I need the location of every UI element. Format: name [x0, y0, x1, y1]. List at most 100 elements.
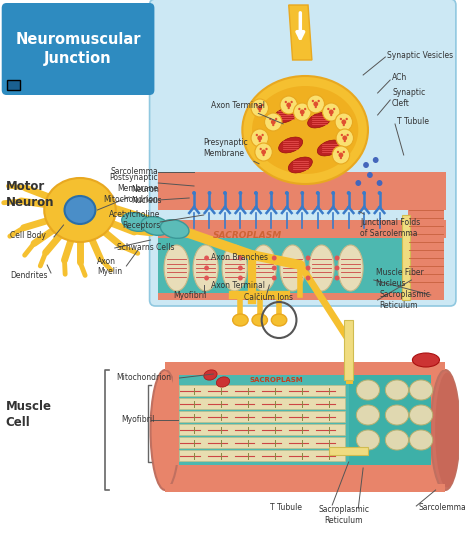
Circle shape	[257, 106, 262, 111]
Bar	[179, 450, 345, 461]
Circle shape	[331, 191, 335, 195]
Ellipse shape	[412, 353, 439, 367]
Circle shape	[373, 157, 379, 163]
Circle shape	[238, 191, 242, 195]
Text: Neuron
Nucleus: Neuron Nucleus	[131, 185, 162, 205]
Circle shape	[269, 118, 272, 120]
Circle shape	[338, 152, 343, 157]
Circle shape	[337, 151, 339, 153]
Ellipse shape	[410, 430, 433, 450]
Circle shape	[251, 129, 268, 147]
Circle shape	[291, 101, 293, 103]
Bar	[179, 437, 345, 448]
Text: Postsynaptic
Membrane: Postsynaptic Membrane	[109, 173, 158, 193]
Ellipse shape	[122, 213, 150, 231]
Circle shape	[341, 134, 343, 136]
Text: Cell Body: Cell Body	[10, 231, 46, 239]
Circle shape	[340, 118, 342, 120]
Circle shape	[272, 265, 277, 271]
Bar	[158, 238, 408, 295]
Bar	[165, 484, 445, 492]
Ellipse shape	[280, 245, 305, 291]
Ellipse shape	[64, 196, 95, 224]
Circle shape	[265, 148, 268, 150]
Circle shape	[271, 119, 276, 124]
Text: SACROPLASM: SACROPLASM	[212, 231, 282, 239]
Ellipse shape	[271, 314, 287, 326]
Ellipse shape	[274, 107, 298, 123]
Circle shape	[238, 265, 243, 271]
Ellipse shape	[338, 245, 363, 291]
Circle shape	[223, 191, 227, 195]
Circle shape	[346, 118, 348, 120]
Circle shape	[264, 113, 282, 131]
Bar	[329, 447, 368, 455]
Circle shape	[318, 100, 320, 102]
Circle shape	[362, 191, 366, 195]
Circle shape	[327, 108, 329, 110]
Circle shape	[238, 255, 243, 260]
Text: Mitochondrion: Mitochondrion	[103, 196, 158, 204]
Circle shape	[342, 135, 347, 140]
Circle shape	[343, 124, 345, 126]
Bar	[344, 320, 354, 380]
FancyBboxPatch shape	[150, 0, 456, 306]
FancyBboxPatch shape	[2, 3, 155, 95]
Circle shape	[306, 265, 310, 271]
Text: Presynaptic
Membrane: Presynaptic Membrane	[204, 138, 259, 164]
Circle shape	[367, 172, 373, 178]
Text: Acetylcholine
Receptors: Acetylcholine Receptors	[109, 210, 160, 230]
Polygon shape	[289, 5, 312, 60]
Circle shape	[238, 276, 243, 281]
Circle shape	[344, 140, 346, 142]
Circle shape	[254, 191, 258, 195]
Circle shape	[346, 191, 351, 195]
Ellipse shape	[279, 137, 303, 153]
Circle shape	[298, 108, 301, 110]
Circle shape	[259, 140, 261, 142]
FancyBboxPatch shape	[7, 80, 20, 90]
Circle shape	[329, 110, 334, 115]
Ellipse shape	[160, 220, 189, 238]
Bar	[349, 375, 431, 465]
Circle shape	[288, 107, 290, 109]
Circle shape	[330, 114, 332, 116]
Ellipse shape	[252, 314, 267, 326]
Circle shape	[255, 143, 272, 161]
Text: Axon Terminal: Axon Terminal	[211, 281, 265, 294]
Circle shape	[356, 180, 361, 186]
Text: Myelin: Myelin	[97, 267, 122, 277]
Circle shape	[204, 265, 209, 271]
Circle shape	[260, 148, 262, 150]
Text: Sacroplasmic
Reticulum: Sacroplasmic Reticulum	[380, 290, 430, 310]
Ellipse shape	[309, 245, 334, 291]
Circle shape	[377, 180, 383, 186]
Circle shape	[286, 102, 291, 107]
Circle shape	[272, 124, 274, 126]
Text: Sacroplasmic
Reticulum: Sacroplasmic Reticulum	[319, 505, 369, 524]
Circle shape	[272, 255, 277, 260]
Text: Muscle
Cell: Muscle Cell	[6, 401, 52, 430]
Circle shape	[333, 108, 335, 110]
Ellipse shape	[252, 86, 358, 174]
Ellipse shape	[385, 405, 409, 425]
Ellipse shape	[385, 430, 409, 450]
Ellipse shape	[356, 405, 380, 425]
Circle shape	[335, 113, 353, 131]
Circle shape	[316, 191, 319, 195]
Ellipse shape	[204, 370, 217, 380]
Text: Sarcolemma: Sarcolemma	[110, 168, 158, 176]
Circle shape	[341, 119, 346, 124]
Text: T Tubule: T Tubule	[397, 117, 429, 127]
Text: ACh: ACh	[392, 73, 407, 83]
Ellipse shape	[151, 370, 180, 490]
Ellipse shape	[193, 245, 218, 291]
Circle shape	[313, 101, 318, 106]
Circle shape	[378, 191, 382, 195]
Circle shape	[304, 108, 306, 110]
Circle shape	[306, 276, 310, 281]
Text: Motor
Neuron: Motor Neuron	[6, 180, 54, 209]
Bar	[408, 210, 444, 300]
Circle shape	[301, 191, 304, 195]
Circle shape	[343, 151, 345, 153]
